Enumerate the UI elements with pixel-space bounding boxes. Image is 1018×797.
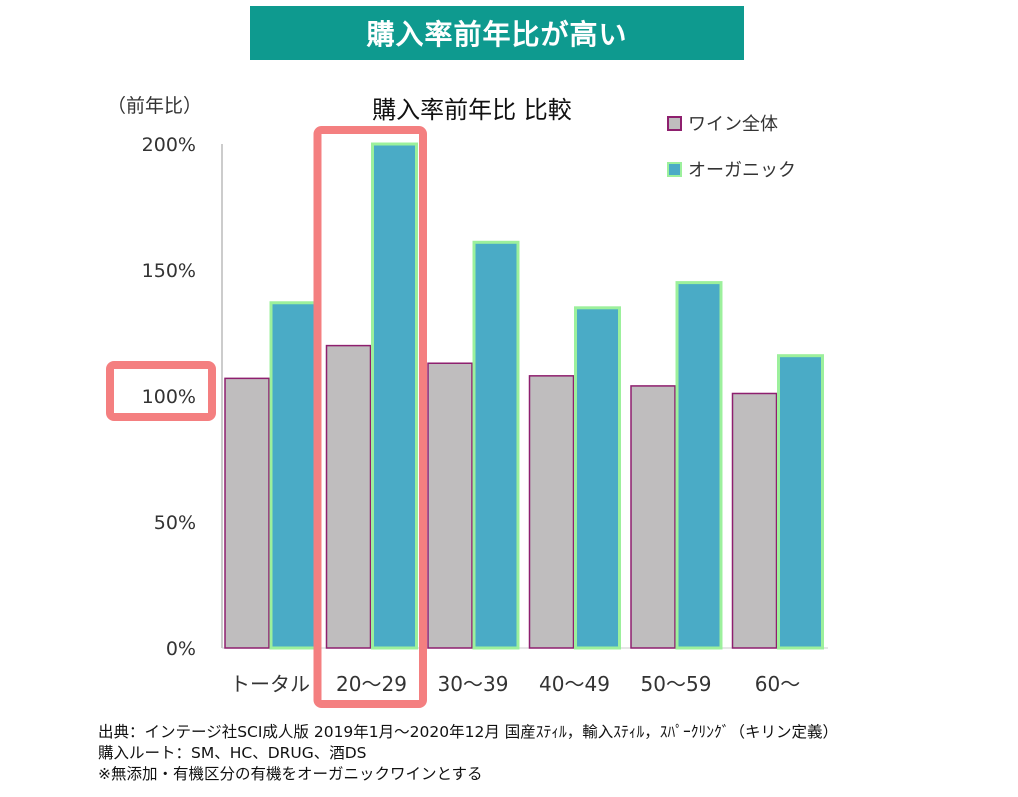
bar-wine-total <box>325 344 372 649</box>
legend-swatch <box>667 116 682 131</box>
bar-wine-total <box>224 377 270 649</box>
y-tick-labels: 0% 50% 100% 150% 200% <box>142 134 196 660</box>
definition-note: ※無添加・有機区分の有機をオーガニックワインとする <box>98 765 483 783</box>
y-tick-label: 50% <box>154 512 196 534</box>
headline-text: 購入率前年比が高い <box>366 18 628 51</box>
x-tick-label: トータル <box>230 672 310 696</box>
bar-organic <box>574 306 621 650</box>
highlight-box-20s <box>313 126 427 708</box>
y-tick-label: 200% <box>142 134 196 156</box>
bar-organic <box>675 281 723 650</box>
bar-organic <box>472 240 520 650</box>
bar-wine-total <box>528 375 575 649</box>
y-tick-label: 150% <box>142 260 196 282</box>
highlight-box-100pct <box>106 361 216 421</box>
bar-organic <box>371 142 418 650</box>
bars <box>224 142 824 650</box>
bar-wine-total <box>731 392 778 649</box>
bar-wine-total <box>630 385 676 649</box>
x-tick-label: 20～29 <box>336 672 407 696</box>
bar-organic <box>777 354 824 650</box>
x-tick-labels: トータル 20～29 30～39 40～49 50～59 60～ <box>230 672 800 696</box>
y-tick-label: 100% <box>142 386 196 408</box>
x-tick-label: 40～49 <box>539 672 610 696</box>
chart-title: 購入率前年比 比較 <box>372 96 572 124</box>
footnotes: 出典：インテージ社SCI成人版 2019年1月～2020年12月 国産ｽﾃｨﾙ，… <box>98 722 838 785</box>
bar-wine-total <box>427 362 473 649</box>
x-tick-label: 50～59 <box>641 672 712 696</box>
legend-swatch <box>667 162 682 177</box>
highlight-boxes <box>106 126 427 708</box>
legend-label: ワイン全体 <box>688 114 778 135</box>
bar-organic <box>269 301 317 650</box>
x-tick-label: 60～ <box>755 672 800 696</box>
headline-banner: 購入率前年比が高い <box>250 6 744 60</box>
legend-label: オーガニック <box>688 160 796 181</box>
source-note: 出典：インテージ社SCI成人版 2019年1月～2020年12月 国産ｽﾃｨﾙ，… <box>98 723 839 741</box>
route-note: 購入ルート：SM、HC、DRUG、酒DS <box>98 744 367 762</box>
x-tick-label: 30～39 <box>438 672 509 696</box>
y-axis-label: （前年比） <box>107 95 202 117</box>
y-tick-label: 0% <box>166 638 196 660</box>
